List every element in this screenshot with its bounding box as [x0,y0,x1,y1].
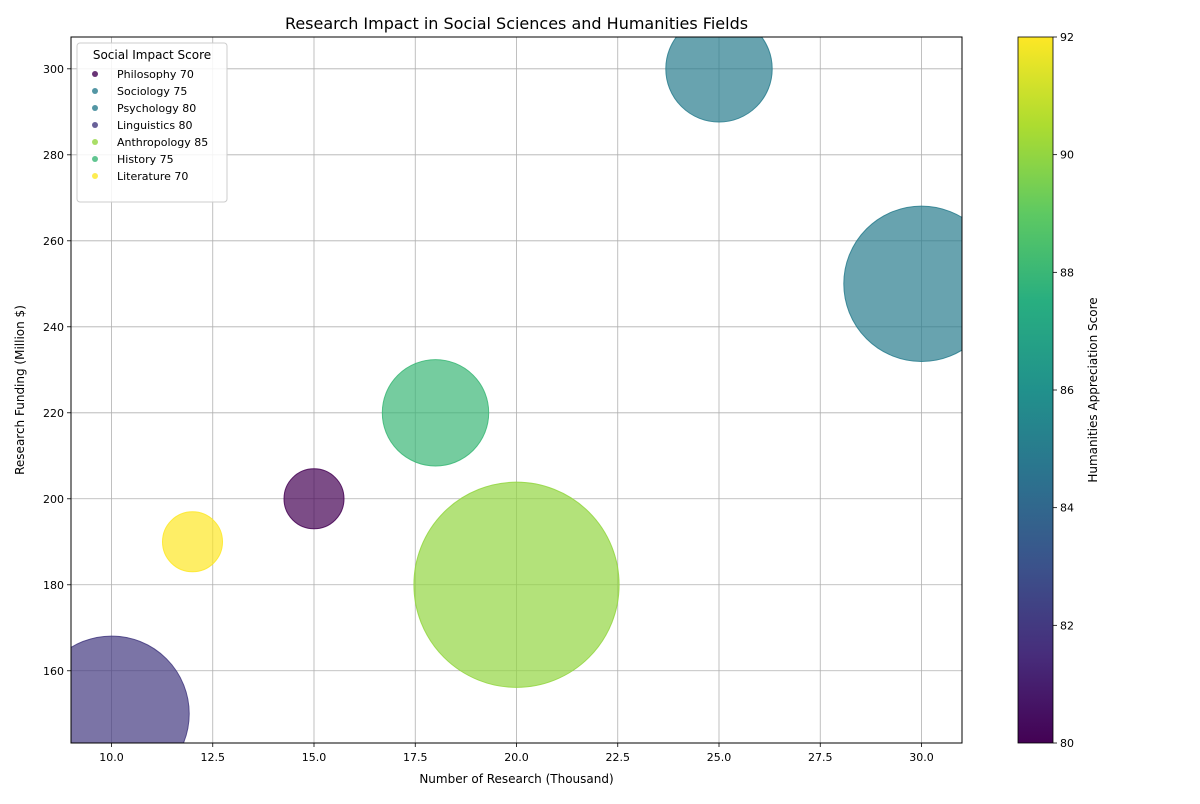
colorbar-tick-label-0: 80 [1060,737,1074,750]
y-axis-ticks: 160 180 200 220 240 260 280 300 [43,63,71,678]
x-tick-label-3: 17.5 [403,751,428,764]
colorbar [1017,36,1054,744]
x-tick-label-6: 25.0 [707,751,732,764]
legend-marker-sociology [92,88,98,94]
legend-label-linguistics: Linguistics 80 [117,119,193,132]
x-tick-label-5: 22.5 [606,751,631,764]
y-tick-label-1: 180 [43,579,64,592]
bubble-psychology [843,205,962,362]
colorbar-tick-label-3: 86 [1060,384,1074,397]
colorbar-tick-label-4: 88 [1060,266,1074,279]
legend-box [76,42,228,203]
bubble-anthropology [413,481,620,688]
legend-marker-literature [92,173,98,179]
y-tick-label-7: 300 [43,63,64,76]
y-axis-label: Research Funding (Million $) [13,305,27,475]
legend-marker-history [92,156,98,162]
y-tick-label-3: 220 [43,407,64,420]
legend-label-history: History 75 [117,153,174,166]
legend-marker-anthropology [92,139,98,145]
legend-marker-psychology [92,105,98,111]
y-tick-label-0: 160 [43,665,64,678]
x-axis-label: Number of Research (Thousand) [419,772,613,786]
legend-label-psychology: Psychology 80 [117,102,196,115]
legend-title: Social Impact Score [93,48,211,62]
bubbles [71,37,962,743]
x-tick-label-1: 12.5 [201,751,226,764]
x-tick-label-2: 15.0 [302,751,327,764]
colorbar-tick-label-6: 92 [1060,31,1074,44]
bubble-philosophy [283,468,345,530]
legend-label-philosophy: Philosophy 70 [117,68,194,81]
legend-label-anthropology: Anthropology 85 [117,136,208,149]
colorbar-label: Humanities Appreciation Score [1086,297,1100,482]
bubble-sociology [665,37,773,123]
x-tick-label-7: 27.5 [808,751,833,764]
legend-label-literature: Literature 70 [117,170,188,183]
legend-items: Philosophy 70 Sociology 75 Psychology 80 Li… [92,68,208,183]
x-tick-label-8: 30.0 [909,751,934,764]
y-tick-label-2: 200 [43,493,64,506]
legend-marker-philosophy [92,71,98,77]
colorbar-tick-label-1: 82 [1060,619,1074,632]
legend: Social Impact Score Philosophy 70 Sociolo… [76,42,228,203]
x-tick-label-0: 10.0 [99,751,124,764]
x-axis-ticks: 10.0 12.5 15.0 17.5 20.0 22.5 25.0 27.5 30.0 [99,743,934,764]
colorbar-ticks: 80 82 84 86 88 90 92 [1053,31,1074,750]
colorbar-tick-label-2: 84 [1060,502,1074,515]
chart-title: Research Impact in Social Sciences and H… [285,14,748,33]
y-tick-label-6: 280 [43,149,64,162]
colorbar-tick-label-5: 90 [1060,149,1074,162]
legend-label-sociology: Sociology 75 [117,85,187,98]
x-tick-label-4: 20.0 [504,751,529,764]
legend-marker-linguistics [92,122,98,128]
y-tick-label-5: 260 [43,235,64,248]
bubble-linguistics [71,635,190,743]
bubble-literature [162,511,223,573]
bubble-history [381,359,490,467]
y-tick-label-4: 240 [43,321,64,334]
